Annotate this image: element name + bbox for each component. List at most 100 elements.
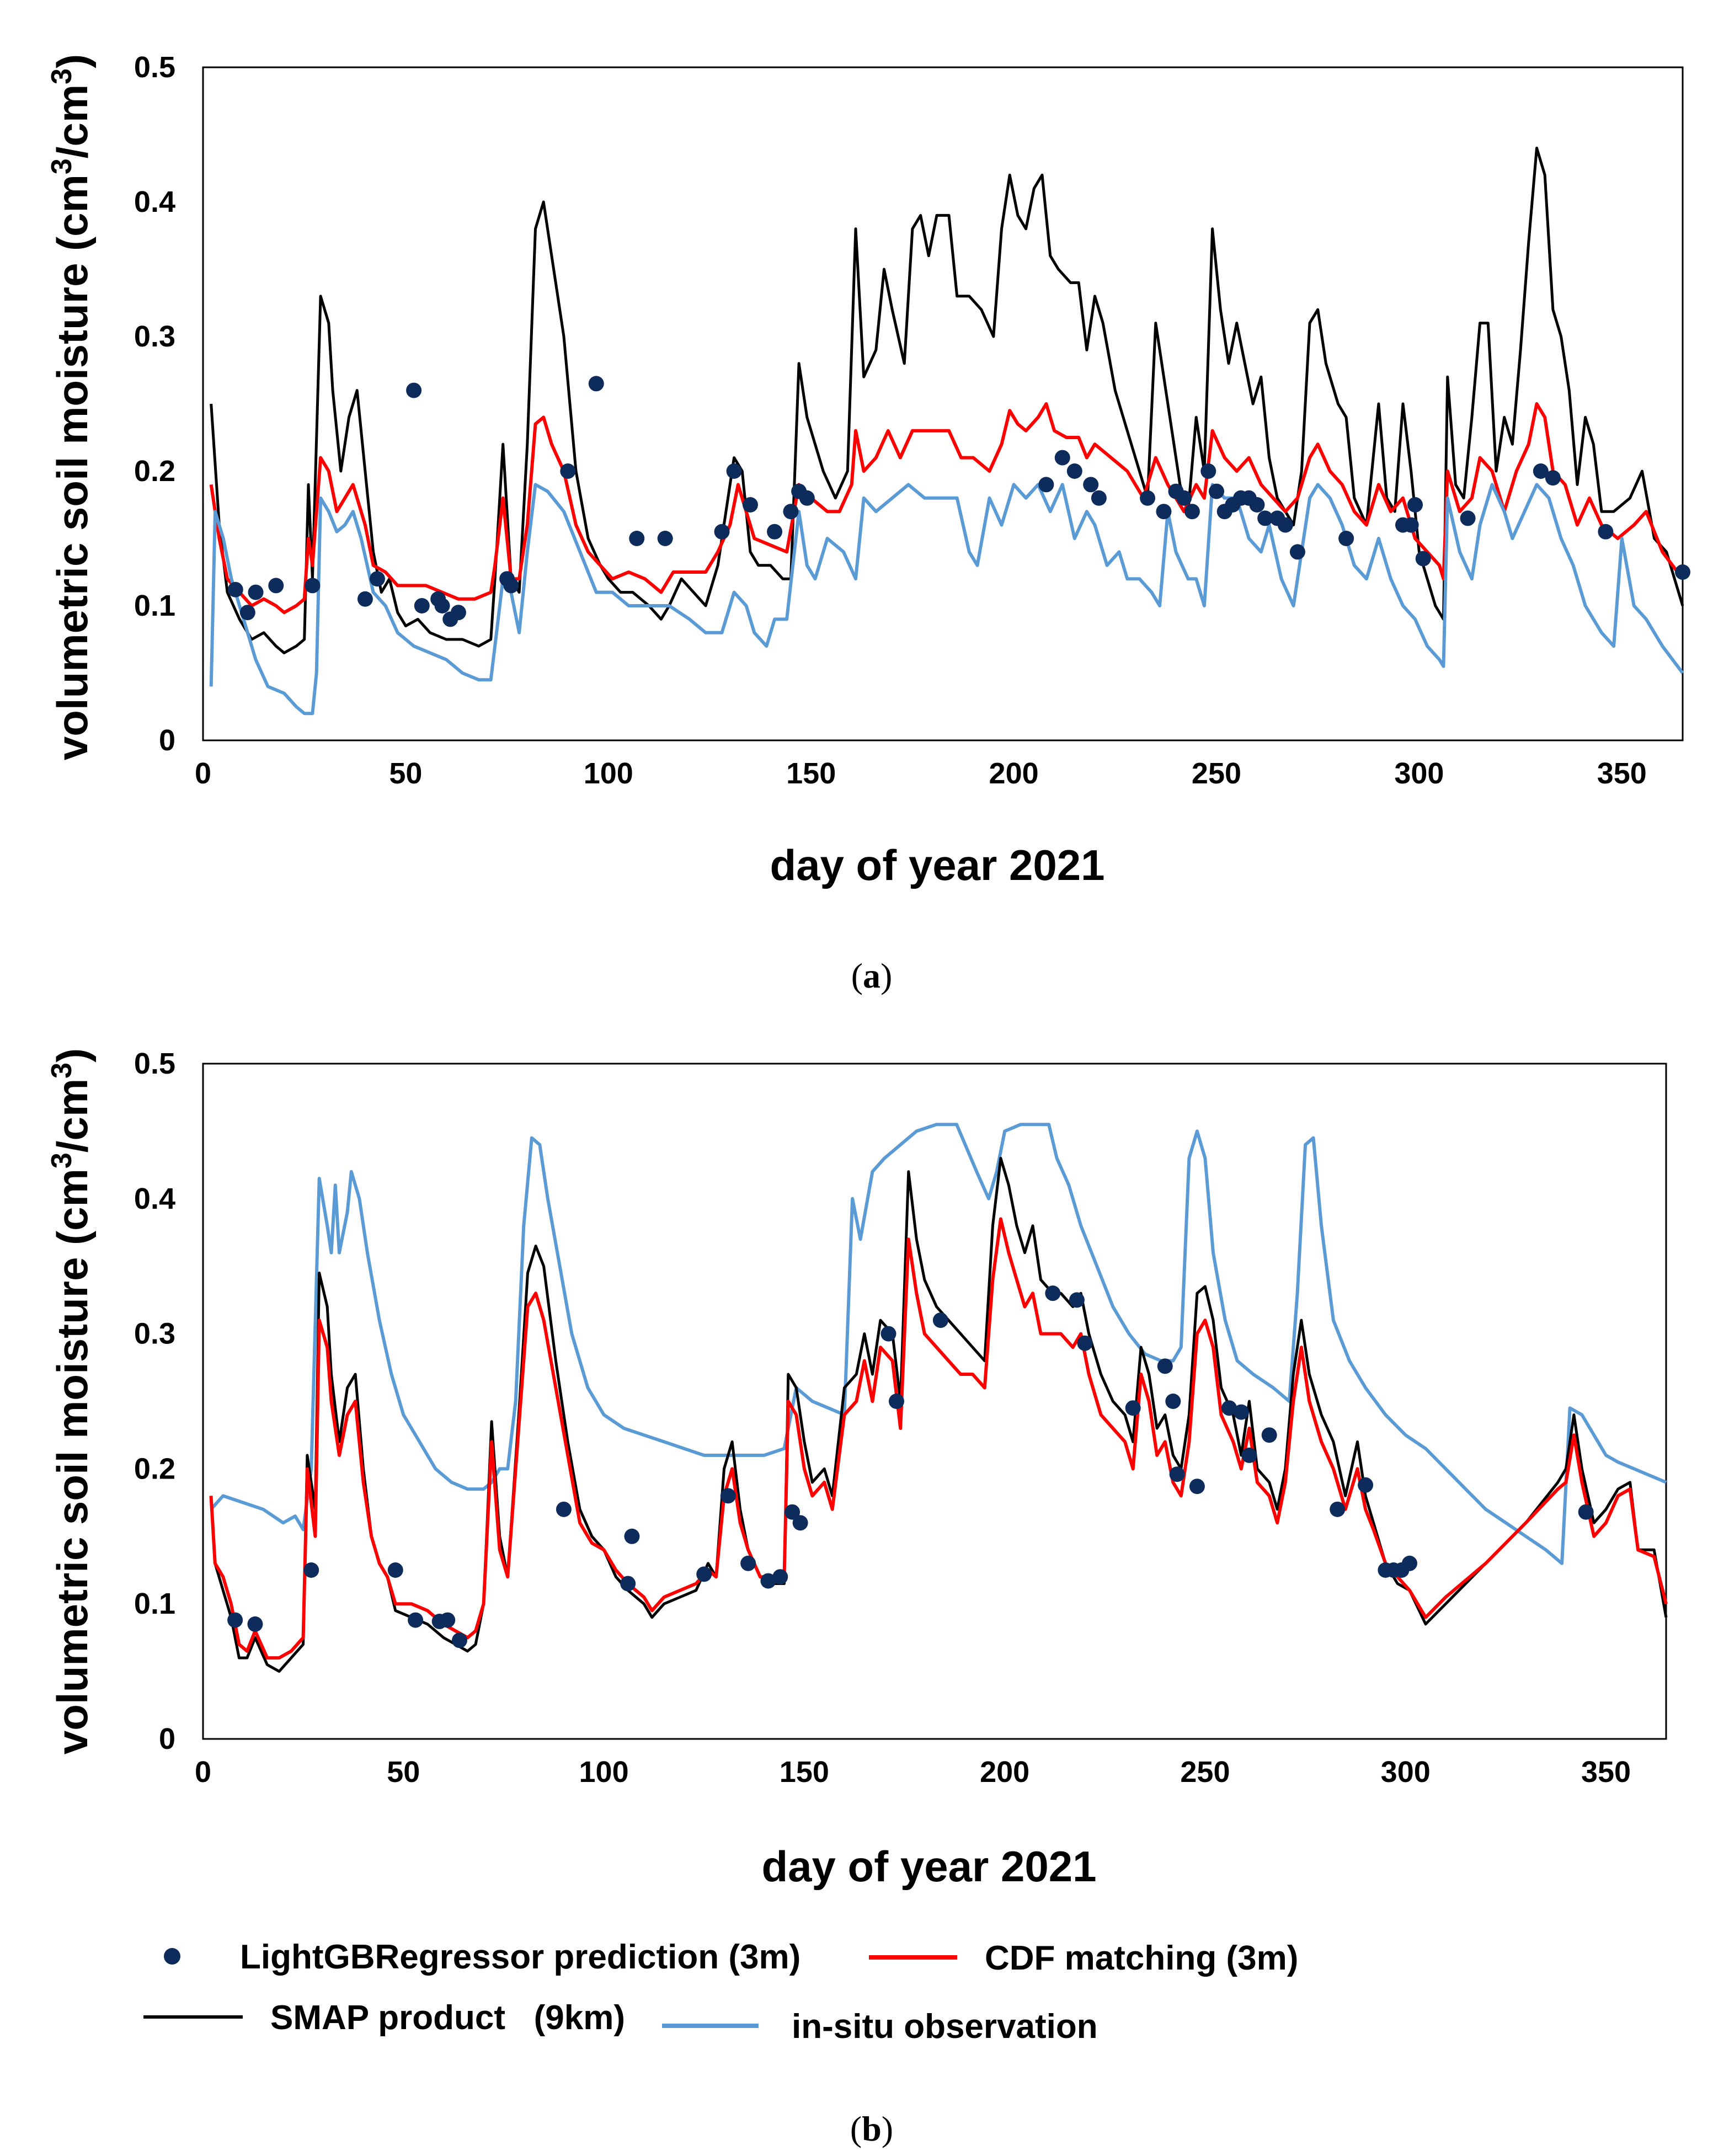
y-axis-title: volumetric soil moisture (cm3/cm3) [46, 1048, 97, 1754]
data-point-lgbr [440, 1612, 456, 1628]
data-point-lgbr [767, 524, 783, 540]
data-point-lgbr [714, 524, 730, 540]
data-point-lgbr [1091, 490, 1107, 506]
data-point-lgbr [720, 1488, 736, 1504]
data-point-lgbr [450, 605, 466, 621]
y-tick-label: 0.4 [134, 1182, 175, 1215]
data-point-lgbr [1184, 504, 1200, 520]
series-smap-line [210, 146, 1684, 654]
data-point-lgbr [880, 1326, 896, 1342]
data-point-lgbr [657, 531, 673, 546]
x-axis-title: day of year 2021 [770, 841, 1104, 889]
x-tick-label: 300 [1381, 1755, 1431, 1789]
chart-panel-a: 0 0.1 0.2 0.3 0.4 0.5 0 50 100 150 200 250 300 350 day… [46, 51, 1690, 995]
data-point-lgbr [408, 1612, 424, 1628]
legend-cdf-label: CDF matching (3m) [985, 1939, 1298, 1977]
data-point-lgbr [247, 1616, 263, 1632]
data-point-lgbr [1077, 1335, 1093, 1351]
data-point-lgbr [1289, 544, 1305, 560]
data-point-lgbr [1277, 517, 1293, 533]
data-point-lgbr [1066, 463, 1082, 479]
data-point-lgbr [932, 1312, 948, 1328]
data-point-lgbr [742, 497, 758, 513]
data-point-lgbr [1208, 483, 1224, 499]
panel-label: (a) [851, 956, 893, 995]
series-lgbr-markers [227, 376, 1690, 627]
y-tick-label: 0.3 [134, 1317, 175, 1351]
data-point-lgbr [1401, 1555, 1417, 1571]
data-point-lgbr [1249, 497, 1265, 513]
data-point-lgbr [1403, 517, 1419, 533]
data-point-lgbr [1165, 1394, 1181, 1409]
data-point-lgbr [772, 1569, 788, 1585]
x-tick-label: 250 [1180, 1755, 1230, 1789]
x-tick-label: 100 [579, 1755, 629, 1789]
panel-label: (b) [850, 2109, 893, 2148]
x-tick-label: 0 [195, 1755, 211, 1789]
data-point-lgbr [740, 1555, 756, 1571]
x-tick-label: 300 [1394, 757, 1444, 790]
data-point-lgbr [799, 490, 815, 506]
legend-lgbr-marker [164, 1948, 180, 1965]
y-tick-label: 0.1 [134, 589, 175, 622]
data-point-lgbr [406, 382, 422, 398]
legend: LightGBRegressor prediction (3m) CDF mat… [143, 1938, 1298, 2046]
y-tick-label: 0.5 [134, 1047, 175, 1080]
x-tick-label: 350 [1581, 1755, 1631, 1789]
data-point-lgbr [1233, 1404, 1249, 1420]
data-point-lgbr [783, 504, 799, 520]
data-point-lgbr [305, 578, 321, 594]
series-insitu-line [210, 1123, 1667, 1565]
data-point-lgbr [1054, 450, 1070, 466]
data-point-lgbr [1083, 477, 1099, 493]
data-point-lgbr [888, 1394, 904, 1409]
x-axis-title: day of year 2021 [761, 1842, 1096, 1891]
data-point-lgbr [624, 1528, 640, 1544]
data-point-lgbr [620, 1576, 636, 1592]
plot-area-frame [202, 1063, 1667, 1740]
data-point-lgbr [387, 1562, 403, 1578]
data-point-lgbr [1156, 504, 1172, 520]
data-point-lgbr [248, 584, 264, 600]
data-point-lgbr [1221, 1400, 1237, 1416]
data-point-lgbr [414, 598, 430, 613]
data-point-lgbr [556, 1501, 572, 1517]
x-tick-label: 50 [387, 1755, 420, 1789]
data-point-lgbr [503, 578, 519, 594]
data-point-lgbr [1045, 1285, 1061, 1301]
data-point-lgbr [227, 581, 243, 597]
x-tick-label: 250 [1192, 757, 1241, 790]
x-tick-label: 350 [1597, 757, 1647, 790]
data-point-lgbr [303, 1562, 319, 1578]
data-point-lgbr [785, 1504, 801, 1520]
data-point-lgbr [629, 531, 645, 546]
y-tick-label: 0.3 [134, 320, 175, 353]
x-tick-label: 200 [989, 757, 1039, 790]
data-point-lgbr [1407, 497, 1423, 513]
data-point-lgbr [227, 1612, 243, 1628]
y-tick-label: 0 [159, 1722, 175, 1755]
y-tick-label: 0 [159, 724, 175, 757]
legend-insitu-label: in-situ observation [792, 2008, 1098, 2046]
data-point-lgbr [452, 1632, 468, 1648]
data-point-lgbr [1257, 510, 1273, 526]
data-point-lgbr [1545, 470, 1561, 486]
data-point-lgbr [696, 1566, 712, 1582]
x-tick-label: 0 [195, 757, 211, 790]
x-tick-label: 150 [786, 757, 836, 790]
y-tick-label: 0.4 [134, 185, 175, 218]
legend-lgbr-label: LightGBRegressor prediction (3m) [240, 1938, 801, 1976]
data-point-lgbr [1338, 531, 1354, 546]
data-point-lgbr [1169, 1466, 1185, 1482]
data-point-lgbr [1330, 1501, 1346, 1517]
data-point-lgbr [1189, 1479, 1205, 1495]
data-point-lgbr [760, 1573, 776, 1589]
data-point-lgbr [1533, 463, 1549, 479]
data-point-lgbr [1598, 524, 1614, 540]
x-tick-label: 50 [389, 757, 422, 790]
data-point-lgbr [1176, 490, 1192, 506]
plot-area-frame [202, 66, 1684, 741]
series-cdf-line [209, 402, 1684, 615]
y-tick-label: 0.2 [134, 455, 175, 488]
